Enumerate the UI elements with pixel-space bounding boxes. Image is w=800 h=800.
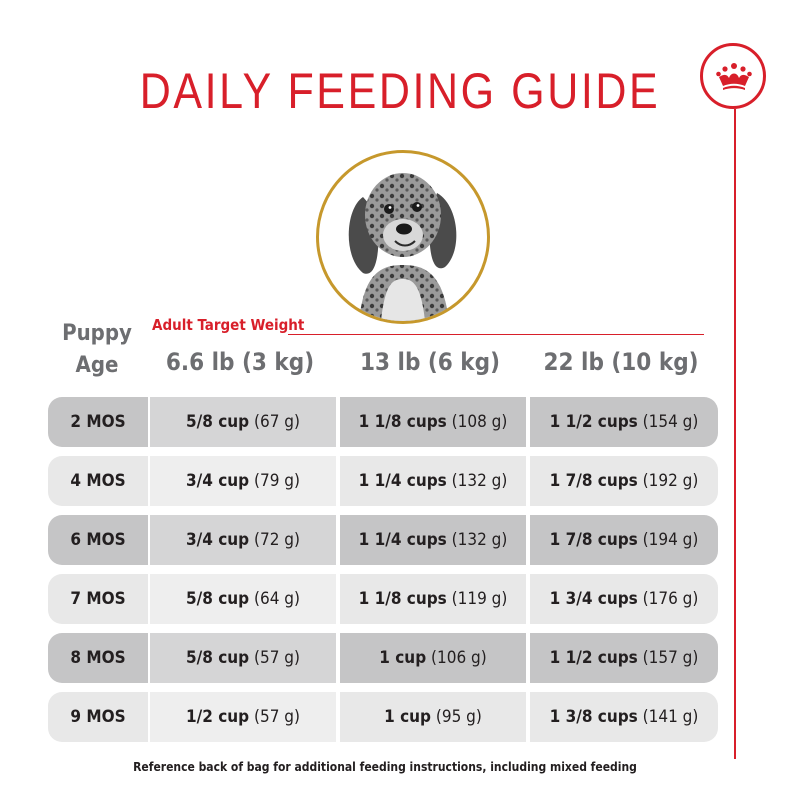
table-row: 9 MOS 1/2 cup (57 g) 1 cup (95 g) 1 3/8 … — [48, 692, 718, 742]
gram-amount: (194 g) — [642, 530, 699, 550]
weight-header-3kg: 6.6 lb (3 kg) — [165, 348, 315, 376]
gram-amount: (72 g) — [254, 530, 300, 550]
feeding-cell: 3/4 cup (72 g) — [150, 515, 336, 565]
feeding-cell: 5/8 cup (57 g) — [150, 633, 336, 683]
gram-amount: (132 g) — [451, 471, 508, 491]
feeding-cell: 1 7/8 cups (192 g) — [530, 456, 718, 506]
cup-amount: 1 1/2 cups — [549, 648, 638, 668]
age-cell: 8 MOS — [48, 633, 148, 683]
age-cell: 4 MOS — [48, 456, 148, 506]
weight-header-6kg: 13 lb (6 kg) — [359, 348, 500, 376]
puppy-age-header: Puppy Age — [52, 318, 142, 382]
feeding-cell: 1 cup (106 g) — [340, 633, 526, 683]
adult-target-weight-label: Adult Target Weight — [152, 316, 305, 334]
feeding-cell: 1 1/2 cups (154 g) — [530, 397, 718, 447]
crown-icon — [716, 63, 752, 90]
age-cell: 7 MOS — [48, 574, 148, 624]
gram-amount: (119 g) — [451, 589, 508, 609]
feeding-cell: 5/8 cup (64 g) — [150, 574, 336, 624]
table-row: 2 MOS 5/8 cup (67 g) 1 1/8 cups (108 g) … — [48, 397, 718, 447]
gram-amount: (132 g) — [451, 530, 508, 550]
brand-logo — [700, 43, 766, 109]
feeding-cell: 1 7/8 cups (194 g) — [530, 515, 718, 565]
age-cell: 6 MOS — [48, 515, 148, 565]
gram-amount: (192 g) — [642, 471, 699, 491]
cup-amount: 1 1/4 cups — [358, 471, 447, 491]
gram-amount: (79 g) — [254, 471, 300, 491]
cup-amount: 1 1/4 cups — [358, 530, 447, 550]
gram-amount: (157 g) — [642, 648, 699, 668]
cup-amount: 5/8 cup — [186, 589, 250, 609]
feeding-cell: 1 1/8 cups (119 g) — [340, 574, 526, 624]
puppy-age-label-line1: Puppy — [62, 321, 132, 346]
puppy-photo — [316, 150, 490, 324]
cup-amount: 1 3/4 cups — [549, 589, 638, 609]
cup-amount: 1 cup — [379, 648, 427, 668]
cup-amount: 1 1/8 cups — [358, 589, 447, 609]
feeding-cell: 1/2 cup (57 g) — [150, 692, 336, 742]
cup-amount: 1/2 cup — [186, 707, 250, 727]
gram-amount: (154 g) — [642, 412, 699, 432]
feeding-cell: 5/8 cup (67 g) — [150, 397, 336, 447]
feeding-cell: 3/4 cup (79 g) — [150, 456, 336, 506]
feeding-cell: 1 3/8 cups (141 g) — [530, 692, 718, 742]
cup-amount: 1 3/8 cups — [549, 707, 638, 727]
weight-header-10kg: 22 lb (10 kg) — [543, 348, 699, 376]
target-weight-rule — [288, 334, 704, 335]
feeding-cell: 1 1/4 cups (132 g) — [340, 515, 526, 565]
brand-divider-line — [734, 109, 736, 759]
gram-amount: (57 g) — [254, 707, 300, 727]
cup-amount: 3/4 cup — [186, 530, 250, 550]
gram-amount: (176 g) — [642, 589, 699, 609]
feeding-cell: 1 1/8 cups (108 g) — [340, 397, 526, 447]
feeding-cell: 1 cup (95 g) — [340, 692, 526, 742]
table-row: 7 MOS 5/8 cup (64 g) 1 1/8 cups (119 g) … — [48, 574, 718, 624]
cup-amount: 5/8 cup — [186, 412, 250, 432]
age-cell: 2 MOS — [48, 397, 148, 447]
gram-amount: (64 g) — [254, 589, 300, 609]
gram-amount: (67 g) — [254, 412, 300, 432]
gram-amount: (95 g) — [435, 707, 482, 727]
feeding-cell: 1 3/4 cups (176 g) — [530, 574, 718, 624]
gram-amount: (108 g) — [451, 412, 508, 432]
page-title: DAILY FEEDING GUIDE — [139, 63, 661, 119]
footnote: Reference back of bag for additional fee… — [133, 760, 637, 774]
gram-amount: (141 g) — [642, 707, 699, 727]
cup-amount: 1 7/8 cups — [549, 530, 638, 550]
feeding-cell: 1 1/2 cups (157 g) — [530, 633, 718, 683]
cup-amount: 1 1/2 cups — [549, 412, 638, 432]
puppy-age-label-line2: Age — [75, 353, 119, 378]
cup-amount: 5/8 cup — [186, 648, 250, 668]
gram-amount: (106 g) — [431, 648, 487, 668]
table-row: 4 MOS 3/4 cup (79 g) 1 1/4 cups (132 g) … — [48, 456, 718, 506]
age-cell: 9 MOS — [48, 692, 148, 742]
cup-amount: 1 1/8 cups — [358, 412, 447, 432]
table-row: 6 MOS 3/4 cup (72 g) 1 1/4 cups (132 g) … — [48, 515, 718, 565]
gram-amount: (57 g) — [254, 648, 300, 668]
cup-amount: 1 cup — [384, 707, 432, 727]
cup-amount: 1 7/8 cups — [549, 471, 638, 491]
feeding-cell: 1 1/4 cups (132 g) — [340, 456, 526, 506]
table-row: 8 MOS 5/8 cup (57 g) 1 cup (106 g) 1 1/2… — [48, 633, 718, 683]
cup-amount: 3/4 cup — [186, 471, 250, 491]
